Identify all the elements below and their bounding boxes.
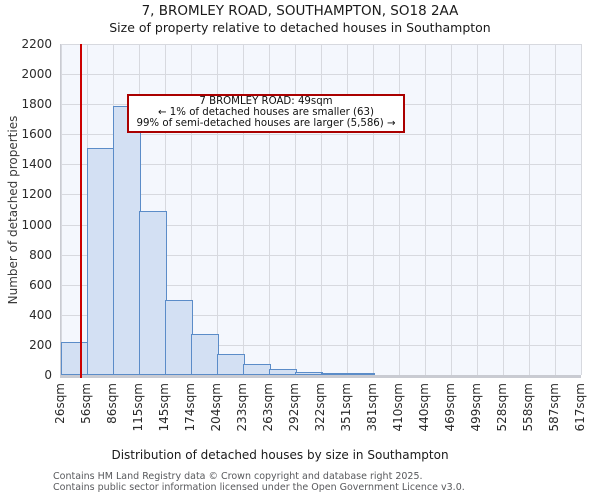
annotation-box: 7 BROMLEY ROAD: 49sqm ← 1% of detached h… — [127, 94, 405, 134]
histogram-bar — [269, 368, 297, 375]
y-tick-label: 1600 — [21, 127, 52, 142]
y-tick-label: 1800 — [21, 97, 52, 112]
y-tick-label: 1200 — [21, 187, 52, 202]
histogram-bar — [87, 147, 115, 375]
x-tick-label: 322sqm — [312, 383, 327, 432]
histogram-bar — [243, 363, 271, 375]
histogram-bar — [295, 372, 323, 375]
annotation-smaller-text: ← 1% of detached houses are smaller (63) — [158, 106, 374, 118]
x-tick-label: 410sqm — [390, 383, 405, 432]
gridline-vertical — [477, 44, 478, 375]
chart-subtitle: Size of property relative to detached ho… — [109, 20, 491, 35]
histogram-bar — [191, 333, 219, 375]
y-tick-label: 200 — [29, 337, 52, 352]
x-tick-label: 440sqm — [416, 383, 431, 432]
x-tick-label: 204sqm — [208, 383, 223, 432]
gridline-horizontal — [61, 344, 581, 346]
gridline-vertical — [61, 44, 62, 375]
y-tick-label: 1400 — [21, 157, 52, 172]
histogram-bar — [217, 353, 245, 375]
gridline-vertical — [347, 44, 348, 375]
histogram-bar — [165, 299, 193, 375]
histogram-bar — [61, 341, 89, 375]
gridline-horizontal — [61, 194, 581, 196]
x-tick-label: 26sqm — [52, 383, 67, 424]
x-tick-label: 115sqm — [130, 383, 145, 432]
gridline-vertical — [581, 44, 582, 375]
histogram-bar — [321, 373, 349, 375]
histogram-bar — [113, 106, 141, 375]
x-tick-label: 469sqm — [442, 383, 457, 432]
x-tick-label: 381sqm — [364, 383, 379, 432]
gridline-vertical — [451, 44, 452, 375]
annotation-property-label: 7 BROMLEY ROAD: 49sqm — [199, 96, 333, 107]
gridline-vertical — [269, 44, 270, 375]
gridline-vertical — [165, 44, 166, 375]
y-tick-label: 2000 — [21, 67, 52, 82]
x-tick-label: 145sqm — [156, 383, 171, 432]
gridline-horizontal — [61, 44, 581, 45]
gridline-horizontal — [61, 224, 581, 226]
histogram-bar — [347, 372, 375, 375]
annotation-larger-text: 99% of semi-detached houses are larger (… — [136, 117, 396, 129]
y-tick-label: 2200 — [21, 37, 52, 51]
x-tick-label: 528sqm — [494, 383, 509, 432]
gridline-horizontal — [61, 284, 581, 286]
x-tick-label: 263sqm — [260, 383, 275, 432]
x-tick-label: 587sqm — [546, 383, 561, 432]
gridline-horizontal — [61, 164, 581, 166]
histogram-bar — [139, 211, 167, 375]
gridline-horizontal — [61, 314, 581, 316]
plot-area: 7 BROMLEY ROAD: 49sqm ← 1% of detached h… — [60, 44, 582, 378]
y-tick-label: 0 — [44, 368, 52, 382]
x-axis-title: Distribution of detached houses by size … — [111, 448, 449, 462]
gridline-vertical — [243, 44, 244, 375]
x-tick-label: 56sqm — [78, 383, 93, 424]
chart-title: 7, BROMLEY ROAD, SOUTHAMPTON, SO18 2AA — [141, 3, 459, 19]
gridline-vertical — [191, 44, 192, 375]
gridline-vertical — [321, 44, 322, 375]
gridline-horizontal — [61, 254, 581, 256]
gridline-horizontal — [61, 74, 581, 76]
gridline-vertical — [529, 44, 530, 375]
gridline-vertical — [503, 44, 504, 375]
y-tick-label: 1000 — [21, 217, 52, 232]
gridline-vertical — [399, 44, 400, 375]
x-tick-label: 292sqm — [286, 383, 301, 432]
x-tick-label: 499sqm — [468, 383, 483, 432]
gridline-vertical — [373, 44, 374, 375]
gridline-vertical — [425, 44, 426, 375]
gridline-horizontal — [61, 134, 581, 136]
gridline-vertical — [555, 44, 556, 375]
footer-attribution-line1: Contains HM Land Registry data © Crown c… — [53, 471, 423, 482]
footer-attribution-line2: Contains public sector information licen… — [53, 482, 465, 493]
y-tick-label: 600 — [29, 277, 52, 292]
x-tick-label: 86sqm — [104, 383, 119, 424]
gridline-vertical — [295, 44, 296, 375]
x-tick-label: 174sqm — [182, 383, 197, 432]
gridline-vertical — [217, 44, 218, 375]
y-tick-label: 400 — [29, 307, 52, 322]
x-tick-label: 558sqm — [520, 383, 535, 432]
y-tick-label: 800 — [29, 247, 52, 262]
x-tick-label: 233sqm — [234, 383, 249, 432]
x-tick-label: 617sqm — [572, 383, 587, 432]
property-size-marker-line — [79, 44, 82, 378]
x-tick-label: 351sqm — [338, 383, 353, 432]
